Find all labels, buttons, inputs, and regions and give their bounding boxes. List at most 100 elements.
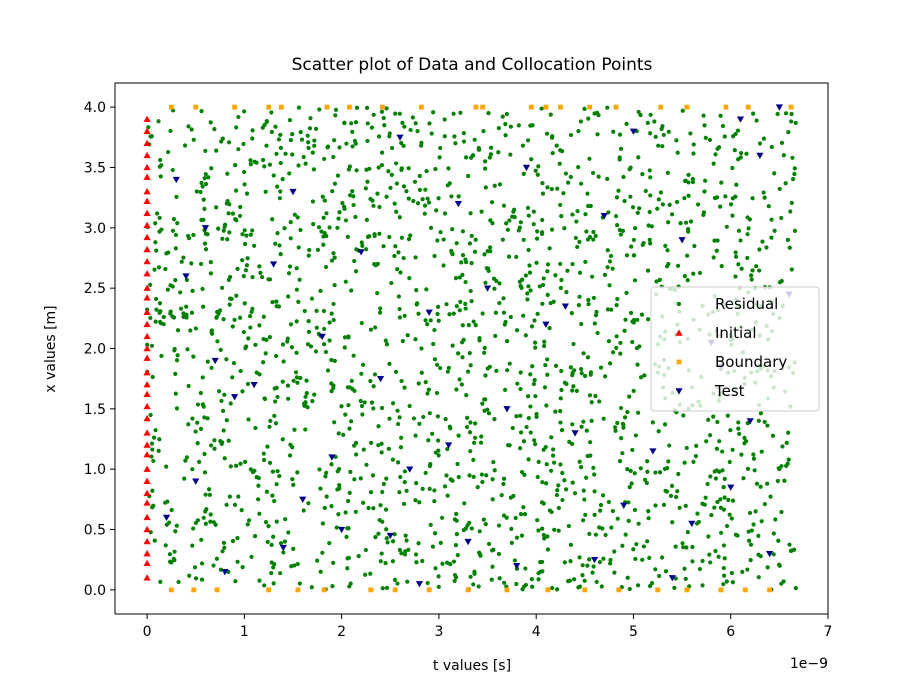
residual-point bbox=[350, 189, 355, 194]
residual-point bbox=[368, 327, 374, 332]
residual-point bbox=[632, 507, 638, 513]
residual-point bbox=[724, 523, 730, 529]
residual-point bbox=[680, 541, 685, 546]
initial-point bbox=[143, 258, 151, 265]
residual-point bbox=[351, 353, 356, 358]
residual-point bbox=[394, 209, 399, 214]
residual-point bbox=[276, 137, 282, 142]
residual-point bbox=[368, 378, 373, 384]
residual-point bbox=[212, 127, 217, 132]
residual-point bbox=[425, 580, 430, 586]
residual-point bbox=[158, 157, 163, 163]
test-point bbox=[415, 581, 424, 588]
legend-marker bbox=[675, 388, 683, 395]
residual-point bbox=[272, 498, 277, 504]
residual-point bbox=[383, 561, 388, 566]
residual-point bbox=[647, 237, 652, 242]
residual-point bbox=[460, 323, 465, 328]
residual-point bbox=[691, 151, 696, 156]
residual-point bbox=[308, 344, 314, 349]
residual-point bbox=[458, 299, 463, 304]
residual-point bbox=[449, 194, 454, 199]
residual-point bbox=[757, 268, 762, 273]
residual-point bbox=[152, 538, 157, 543]
residual-point bbox=[453, 543, 459, 548]
residual-point bbox=[556, 483, 561, 488]
y-tick-label: 0.5 bbox=[84, 523, 106, 539]
residual-point bbox=[322, 156, 327, 162]
residual-point bbox=[525, 297, 530, 302]
residual-point bbox=[479, 434, 484, 439]
residual-point bbox=[434, 390, 440, 396]
residual-point bbox=[622, 328, 627, 333]
residual-point bbox=[648, 112, 653, 117]
residual-point bbox=[781, 153, 786, 158]
residual-point bbox=[351, 202, 356, 208]
residual-point bbox=[772, 228, 777, 233]
residual-point bbox=[236, 114, 241, 120]
residual-point bbox=[601, 416, 606, 421]
residual-point bbox=[318, 569, 323, 574]
residual-point bbox=[707, 433, 713, 438]
boundary-point bbox=[278, 104, 284, 110]
residual-point bbox=[585, 355, 591, 360]
residual-point bbox=[155, 211, 160, 216]
residual-point bbox=[283, 151, 288, 156]
test-point bbox=[600, 213, 608, 220]
residual-point bbox=[339, 404, 344, 409]
residual-point bbox=[506, 254, 512, 259]
residual-point bbox=[380, 586, 385, 591]
residual-point bbox=[157, 215, 162, 220]
residual-point bbox=[686, 180, 691, 185]
residual-point bbox=[730, 447, 735, 452]
residual-point bbox=[638, 112, 643, 118]
residual-point bbox=[199, 537, 204, 542]
residual-point bbox=[472, 571, 477, 576]
residual-point bbox=[348, 419, 354, 424]
residual-point bbox=[368, 196, 373, 202]
residual-point bbox=[296, 105, 302, 110]
residual-point bbox=[497, 281, 502, 286]
test-point bbox=[396, 134, 404, 141]
residual-point bbox=[156, 265, 162, 270]
residual-point bbox=[360, 243, 365, 248]
residual-point bbox=[589, 400, 594, 405]
residual-point bbox=[200, 184, 205, 189]
residual-point bbox=[501, 296, 506, 301]
residual-point bbox=[428, 318, 433, 323]
residual-point bbox=[164, 464, 169, 469]
residual-point bbox=[220, 440, 225, 445]
residual-point bbox=[198, 189, 203, 195]
residual-point bbox=[715, 238, 720, 243]
residual-point bbox=[508, 314, 513, 320]
x-tick-label: 2 bbox=[337, 624, 346, 640]
residual-point bbox=[539, 500, 545, 505]
residual-point bbox=[631, 320, 636, 325]
residual-point bbox=[586, 301, 591, 307]
residual-point bbox=[693, 454, 699, 459]
residual-point bbox=[232, 317, 237, 322]
residual-point bbox=[593, 393, 598, 399]
residual-point bbox=[722, 556, 727, 561]
residual-point bbox=[384, 476, 389, 481]
residual-point bbox=[726, 497, 731, 503]
residual-point bbox=[771, 531, 776, 536]
residual-point bbox=[184, 304, 189, 309]
residual-point bbox=[501, 476, 507, 481]
residual-point bbox=[432, 253, 437, 259]
residual-point bbox=[278, 132, 283, 137]
residual-point bbox=[718, 497, 723, 502]
residual-point bbox=[738, 238, 743, 243]
initial-point bbox=[143, 151, 151, 159]
test-point bbox=[172, 176, 180, 184]
residual-point bbox=[149, 441, 155, 446]
residual-point bbox=[587, 156, 592, 161]
residual-point bbox=[389, 145, 395, 151]
test-point bbox=[590, 556, 599, 564]
residual-point bbox=[645, 459, 650, 464]
residual-point bbox=[762, 501, 767, 507]
initial-point bbox=[143, 465, 151, 472]
residual-point bbox=[706, 417, 711, 422]
residual-point bbox=[235, 266, 240, 271]
residual-point bbox=[376, 443, 381, 448]
